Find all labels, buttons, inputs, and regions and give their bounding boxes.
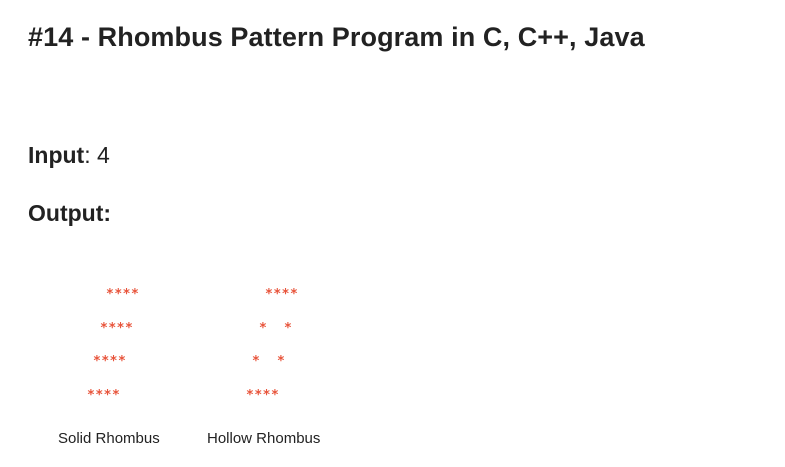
hollow-rhombus-row: * * [259, 321, 293, 336]
input-value: 4 [90, 142, 110, 168]
solid-rhombus-row: **** [93, 354, 127, 369]
page-title: #14 - Rhombus Pattern Program in C, C++,… [28, 22, 645, 52]
solid-rhombus-row: **** [106, 287, 140, 302]
output-label: Output: [28, 200, 112, 226]
hollow-rhombus-row: **** [265, 287, 299, 302]
input-line: Input: 4 [28, 142, 110, 169]
hollow-rhombus-pattern: **** * * * * **** [0, 280, 298, 420]
hollow-rhombus-row: * * [252, 354, 286, 369]
solid-rhombus-pattern: **** **** **** **** [0, 280, 200, 420]
input-separator: : [84, 142, 91, 168]
input-label: Input [28, 142, 85, 168]
hollow-rhombus-row: **** [246, 388, 280, 403]
solid-rhombus-row: **** [87, 388, 121, 403]
hollow-rhombus-caption: Hollow Rhombus [207, 430, 321, 447]
solid-rhombus-caption: Solid Rhombus [58, 430, 160, 447]
solid-rhombus-row: **** [100, 321, 134, 336]
